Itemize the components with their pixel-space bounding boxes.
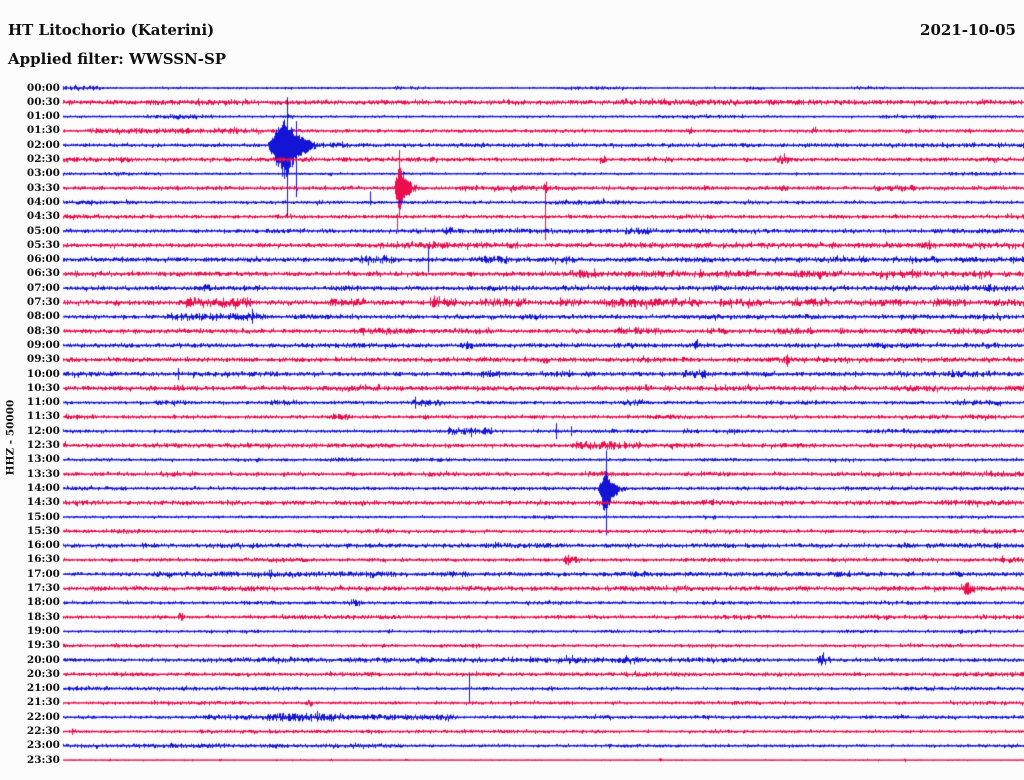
time-label: 13:00 [26,453,60,466]
time-label: 19:00 [26,624,60,637]
time-label: 23:30 [26,753,60,766]
applied-filter-label: Applied filter: WWSSN-SP [8,50,227,68]
time-label: 21:00 [26,682,60,695]
time-label: 08:00 [26,310,60,323]
time-label: 18:30 [26,610,60,623]
time-label: 17:00 [26,567,60,580]
time-label: 06:00 [26,253,60,266]
time-label: 00:00 [26,81,60,94]
time-label: 21:30 [26,696,60,709]
time-label: 18:00 [26,596,60,609]
time-label: 07:00 [26,281,60,294]
time-label: 08:30 [26,324,60,337]
station-title: HT Litochorio (Katerini) [8,21,215,39]
time-label: 09:00 [26,338,60,351]
time-label: 04:30 [26,210,60,223]
time-label: 02:00 [26,138,60,151]
time-label: 19:30 [26,639,60,652]
time-label: 07:30 [26,296,60,308]
time-label: 01:30 [26,124,60,137]
time-label: 04:00 [26,195,60,208]
time-label: 15:30 [26,524,60,537]
time-label: 20:30 [26,667,60,680]
time-label: 05:00 [26,224,60,237]
time-label: 23:00 [26,739,60,752]
time-label: 12:30 [26,439,60,451]
time-label: 14:30 [26,496,60,509]
time-axis-labels: 00:00 00:30 01:00 01:30 02:00 02:30 03:00 03:30… [0,0,62,780]
time-label: 16:30 [26,553,60,566]
time-label: 10:30 [26,381,60,394]
time-label: 11:30 [26,410,60,423]
time-label: 06:30 [26,267,60,280]
time-label: 00:30 [26,95,60,108]
time-label: 02:30 [26,153,60,165]
time-label: 17:30 [26,582,60,594]
time-label: 15:00 [26,510,60,523]
time-label: 16:00 [26,539,60,552]
time-label: 14:00 [26,481,60,494]
time-label: 03:30 [26,181,60,194]
time-label: 11:00 [26,396,60,409]
time-label: 03:00 [26,167,60,180]
time-label: 05:30 [26,238,60,251]
time-label: 01:00 [26,110,60,123]
time-label: 22:30 [26,725,60,737]
time-label: 09:30 [26,353,60,366]
time-label: 13:30 [26,467,60,480]
date-label: 2021-10-05 [920,21,1016,39]
time-label: 22:00 [26,710,60,723]
time-label: 20:00 [26,653,60,666]
time-label: 10:00 [26,367,60,380]
time-label: 12:00 [26,424,60,437]
